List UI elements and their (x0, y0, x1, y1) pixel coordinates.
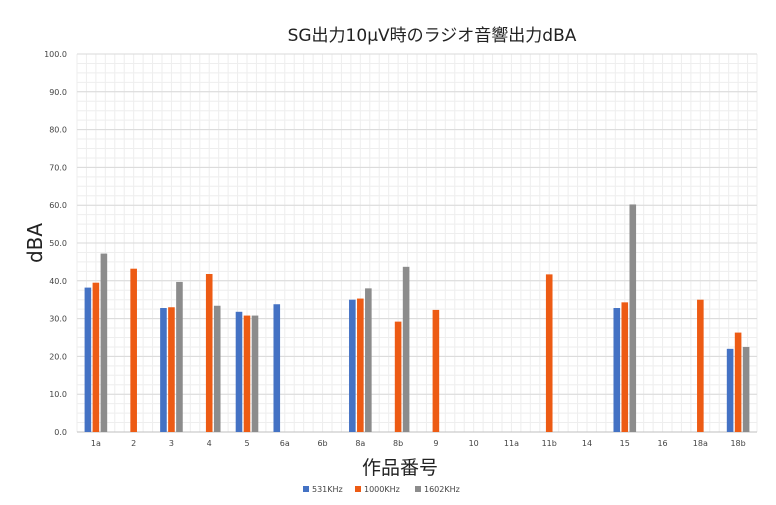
bar-1000KHz-2 (130, 268, 137, 432)
bar-531KHz-5 (235, 311, 243, 432)
x-axis-ticks: 1a 2 3 4 5 6a 6b 8a 8b 9 10 11a 11b 14 15 16 18a 18b (91, 439, 746, 448)
x-tick-label: 8a (355, 439, 365, 448)
bar-531KHz-15 (613, 308, 621, 432)
bar-1602KHz-4 (213, 305, 221, 432)
bar-1000KHz-18b (734, 332, 742, 432)
bar-531KHz-1a (84, 287, 92, 432)
y-tick-label: 10.0 (49, 390, 67, 399)
chart-title: SG出力10μV時のラジオ音響出力dBA (288, 26, 577, 46)
y-axis-ticks: 0.0 10.0 20.0 30.0 40.0 50.0 60.0 70.0 80.0 90.0 1… (44, 50, 67, 437)
x-tick-label: 6b (317, 439, 327, 448)
gridlines (76, 53, 758, 433)
bar-1602KHz-5 (251, 315, 259, 432)
bar-1602KHz-8b (402, 266, 410, 432)
bar-1000KHz-1a (92, 282, 100, 432)
legend-swatch-1602KHz (415, 486, 421, 492)
bar-1000KHz-18a (697, 299, 704, 432)
x-tick-label: 11b (542, 439, 557, 448)
x-tick-label: 11a (504, 439, 519, 448)
y-tick-label: 60.0 (49, 201, 67, 210)
bar-531KHz-18b (726, 348, 734, 432)
legend-label-1602KHz: 1602KHz (424, 485, 460, 494)
x-tick-label: 10 (469, 439, 479, 448)
y-tick-label: 50.0 (49, 239, 67, 248)
x-tick-label: 2 (131, 439, 136, 448)
bar-1000KHz-5 (243, 315, 251, 432)
legend-label-531KHz: 531KHz (312, 485, 343, 494)
y-tick-label: 30.0 (49, 315, 67, 324)
bar-1000KHz-11b (545, 274, 553, 432)
bar-1000KHz-15 (621, 302, 629, 432)
x-tick-label: 1a (91, 439, 101, 448)
y-tick-label: 20.0 (49, 352, 67, 361)
y-tick-label: 90.0 (49, 88, 67, 97)
bars (84, 204, 750, 432)
x-tick-label: 3 (169, 439, 174, 448)
y-tick-label: 100.0 (44, 50, 67, 59)
bar-1602KHz-1a (100, 253, 108, 432)
x-tick-label: 6a (280, 439, 290, 448)
legend-swatch-1000KHz (355, 486, 361, 492)
bar-1000KHz-9 (432, 309, 440, 432)
bar-1602KHz-18b (742, 346, 750, 432)
bar-1000KHz-4 (205, 273, 213, 432)
x-tick-label: 14 (582, 439, 592, 448)
bar-1602KHz-3 (176, 281, 183, 432)
x-tick-label: 15 (620, 439, 630, 448)
legend-swatch-531KHz (303, 486, 309, 492)
y-tick-label: 0.0 (54, 428, 67, 437)
x-tick-label: 18b (730, 439, 745, 448)
x-tick-label: 18a (693, 439, 708, 448)
y-tick-label: 70.0 (49, 163, 67, 172)
legend-label-1000KHz: 1000KHz (364, 485, 400, 494)
x-tick-label: 9 (433, 439, 438, 448)
x-axis-label: 作品番号 (362, 457, 438, 479)
bar-531KHz-6a (273, 304, 281, 432)
bar-1000KHz-8b (394, 321, 402, 432)
y-tick-label: 40.0 (49, 277, 67, 286)
bar-531KHz-8a (349, 299, 356, 432)
y-axis-label: dBA (23, 223, 47, 263)
bar-1000KHz-8a (357, 298, 364, 432)
x-tick-label: 5 (244, 439, 249, 448)
x-tick-label: 16 (657, 439, 667, 448)
bar-1602KHz-8a (365, 288, 372, 432)
x-tick-label: 4 (207, 439, 212, 448)
legend: 531KHz 1000KHz 1602KHz (303, 485, 460, 494)
x-tick-label: 8b (393, 439, 403, 448)
bar-1000KHz-3 (168, 307, 175, 432)
bar-531KHz-3 (160, 308, 167, 432)
bar-1602KHz-15 (629, 204, 637, 432)
y-tick-label: 80.0 (49, 126, 67, 135)
